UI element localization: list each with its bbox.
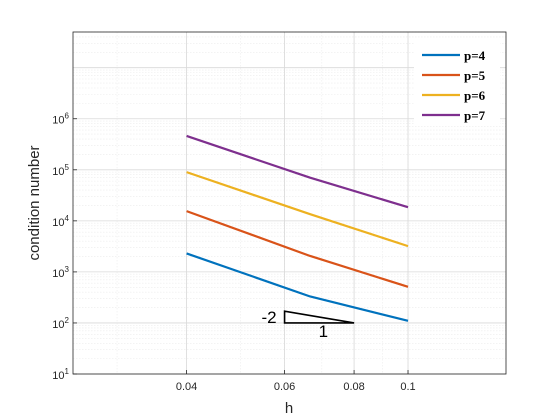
plot-frame [72, 31, 507, 375]
x-tick-label: 0.1 [400, 381, 415, 393]
x-axis-ticks: 0.04 0.06 0.08 0.1 [176, 370, 416, 393]
legend-label-p=4: p=4 [464, 48, 486, 63]
y-tick-label: 106 [52, 112, 69, 127]
legend-label-p=5: p=5 [464, 68, 486, 83]
legend-label-p=6: p=6 [464, 88, 486, 103]
series-lines [186, 134, 409, 322]
x-tick-label: 0.08 [343, 381, 364, 393]
series-line-p=7 [186, 134, 409, 209]
x-axis-label: h [285, 400, 293, 417]
y-tick-label: 105 [52, 163, 69, 178]
x-tick-label: 0.04 [176, 381, 197, 393]
series-line-p=6 [186, 171, 409, 248]
slope-label: -2 [261, 308, 276, 327]
slope-triangle-shape [283, 310, 355, 324]
y-axis-ticks: 101 102 103 104 105 106 [52, 112, 77, 382]
y-tick-label: 102 [52, 316, 69, 331]
legend-label-p=7: p=7 [464, 108, 486, 123]
y-tick-label: 101 [52, 367, 69, 382]
series-line-p=4 [186, 252, 409, 322]
y-axis-label: condition number [26, 145, 43, 260]
legend-box [414, 40, 500, 124]
y-tick-label: 104 [52, 214, 69, 229]
y-tick-label: 103 [52, 265, 69, 280]
slope-triangle: -2 1 [261, 308, 355, 341]
x-tick-label: 0.06 [274, 381, 295, 393]
run-label: 1 [319, 322, 328, 341]
series-line-p=5 [186, 210, 409, 288]
legend: p=4 p=5 p=6 p=7 [414, 40, 500, 124]
